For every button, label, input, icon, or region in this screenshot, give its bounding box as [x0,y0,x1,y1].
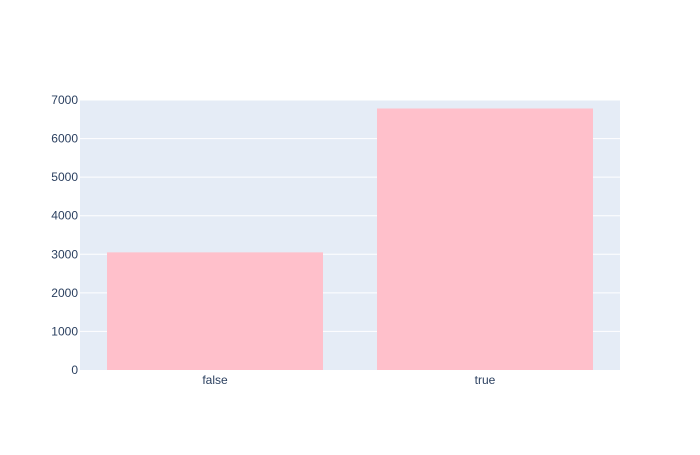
y-tick-label: 0 [71,363,78,377]
x-tick-label: true [475,373,496,387]
y-tick-label: 6000 [51,132,78,146]
y-tick-label: 5000 [51,170,78,184]
bars [107,108,593,370]
y-tick-label: 7000 [51,93,78,107]
y-tick-label: 1000 [51,324,78,338]
bar-true[interactable] [377,108,593,370]
y-axis-ticks: 0 1000 2000 3000 4000 5000 6000 7000 [51,93,78,377]
y-tick-label: 3000 [51,247,78,261]
y-tick-label: 4000 [51,209,78,223]
x-tick-label: false [202,373,228,387]
y-tick-label: 2000 [51,286,78,300]
bar-false[interactable] [107,252,323,370]
x-axis-ticks: false true [202,373,495,387]
